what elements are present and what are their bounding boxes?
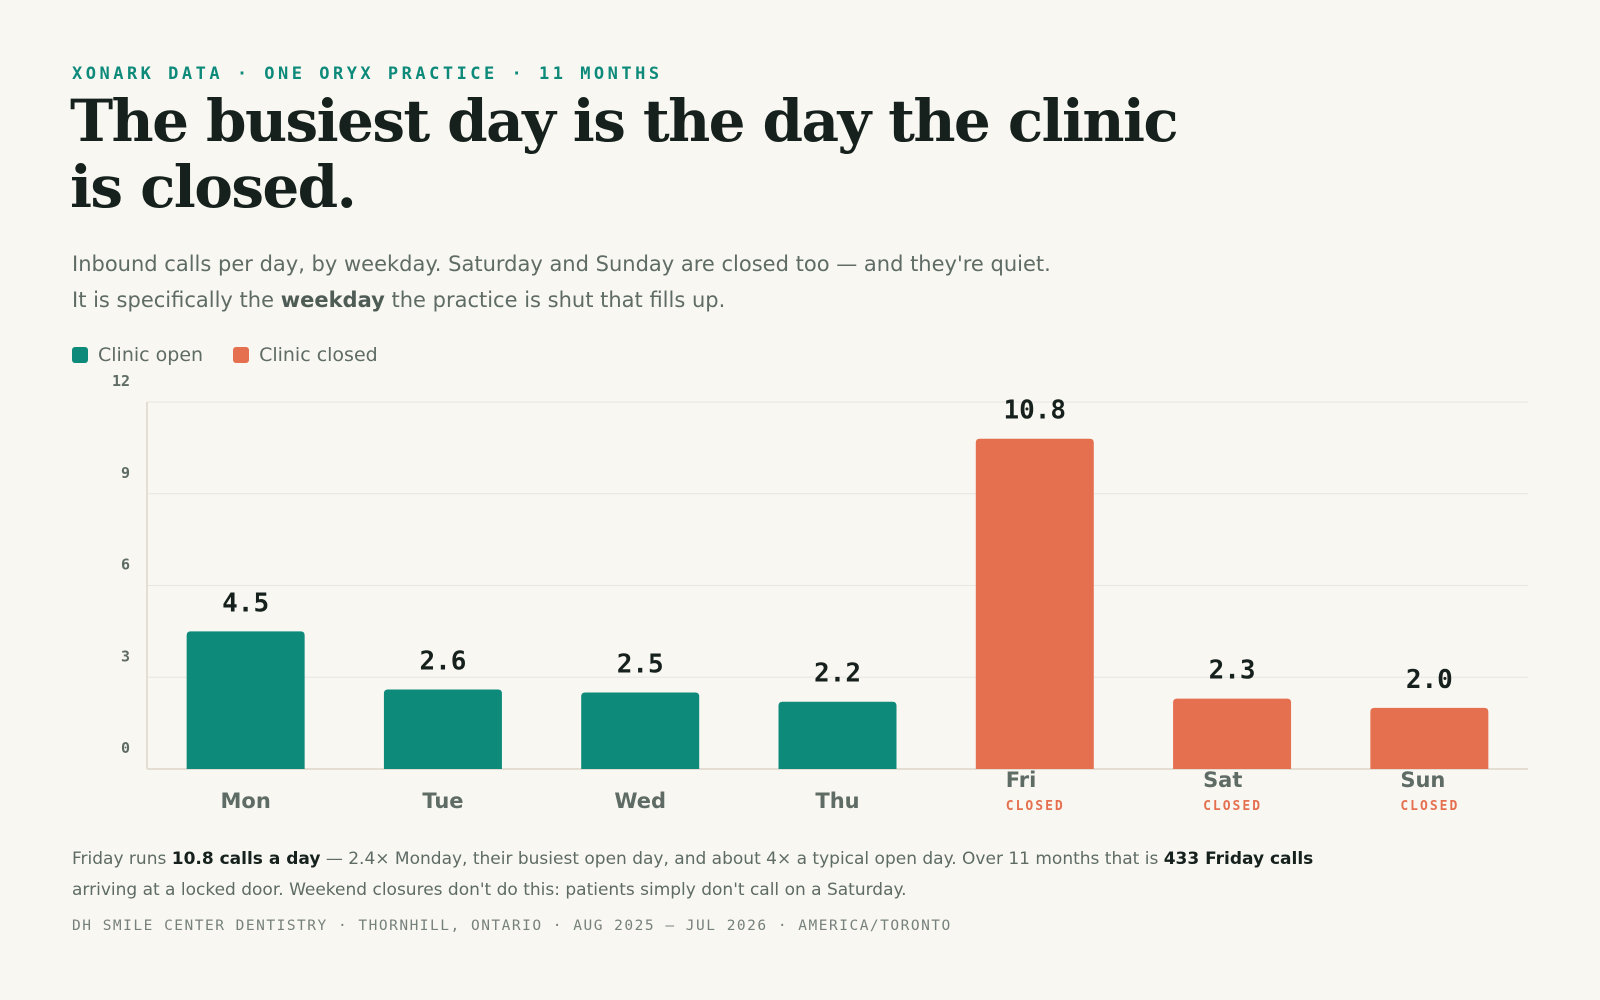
x-tick-label-sat: Sat bbox=[1203, 768, 1242, 792]
subtitle-emphasis: weekday bbox=[280, 288, 385, 312]
bar-chart: 0 3 6 9 12 4.5 Mon 2.6 Tue 2.5 Wed 2.2 Thu 10.8 Fri CLO… bbox=[112, 372, 1528, 814]
legend: Clinic open Clinic closed bbox=[72, 344, 378, 366]
value-label-wed: 2.5 bbox=[617, 650, 664, 680]
legend-swatch-closed bbox=[233, 347, 250, 363]
value-label-sun: 2.0 bbox=[1406, 665, 1453, 695]
bar-fri bbox=[975, 438, 1094, 769]
value-label-sat: 2.3 bbox=[1209, 656, 1256, 686]
closed-tag-sun: CLOSED bbox=[1400, 799, 1459, 814]
legend-swatch-open bbox=[72, 347, 88, 363]
x-tick-label-sun: Sun bbox=[1400, 768, 1445, 792]
footnote-part-3: arriving at a locked door. Weekend closu… bbox=[72, 880, 907, 900]
subtitle-line-2-end: the practice is shut that fills up. bbox=[384, 288, 726, 312]
value-label-tue: 2.6 bbox=[419, 646, 466, 676]
legend-label-open: Clinic open bbox=[98, 344, 204, 366]
closed-tag-sat: CLOSED bbox=[1203, 799, 1262, 814]
bar-tue bbox=[383, 689, 502, 769]
bar-mon bbox=[186, 631, 305, 769]
legend-item-closed: Clinic closed bbox=[233, 344, 378, 366]
value-label-mon: 4.5 bbox=[222, 588, 269, 618]
closed-tag-fri: CLOSED bbox=[1006, 799, 1065, 814]
bar-thu bbox=[778, 701, 897, 769]
x-tick-label-mon: Mon bbox=[221, 789, 271, 813]
x-tick-label-wed: Wed bbox=[614, 789, 666, 813]
bar-sun bbox=[1370, 707, 1489, 769]
x-tick-label-thu: Thu bbox=[815, 789, 859, 813]
y-tick-label-9: 9 bbox=[121, 464, 130, 482]
subtitle-line-1: Inbound calls per day, by weekday. Satur… bbox=[72, 252, 1051, 276]
subtitle: Inbound calls per day, by weekday. Satur… bbox=[72, 246, 1172, 318]
y-tick-label-12: 12 bbox=[112, 372, 130, 390]
page-title: The busiest day is the day the clinic is… bbox=[70, 87, 1179, 221]
value-label-thu: 2.2 bbox=[814, 659, 861, 689]
footnote: Friday runs 10.8 calls a day — 2.4× Mond… bbox=[72, 844, 1372, 906]
y-tick-label-6: 6 bbox=[121, 556, 130, 574]
x-tick-label-tue: Tue bbox=[422, 789, 463, 813]
y-tick-label-3: 3 bbox=[121, 647, 130, 665]
bar-wed bbox=[581, 692, 700, 769]
legend-item-open: Clinic open bbox=[72, 344, 203, 366]
subtitle-line-2-start: It is specifically the bbox=[72, 288, 281, 312]
footnote-part-1: Friday runs bbox=[72, 849, 172, 869]
source-line: DH SMILE CENTER DENTISTRY · THORNHILL, O… bbox=[72, 918, 952, 934]
x-tick-label-fri: Fri bbox=[1006, 768, 1037, 792]
bar-sat bbox=[1173, 698, 1292, 769]
eyebrow: XONARK DATA · ONE ORYX PRACTICE · 11 MON… bbox=[72, 64, 663, 84]
y-tick-label-0: 0 bbox=[121, 739, 130, 757]
legend-label-closed: Clinic closed bbox=[259, 344, 378, 366]
footnote-highlight-total: 433 Friday calls bbox=[1163, 849, 1314, 869]
footnote-highlight-daily: 10.8 calls a day bbox=[171, 849, 321, 869]
footnote-part-2: — 2.4× Monday, their busiest open day, a… bbox=[320, 849, 1164, 869]
value-label-fri: 10.8 bbox=[1003, 396, 1066, 426]
